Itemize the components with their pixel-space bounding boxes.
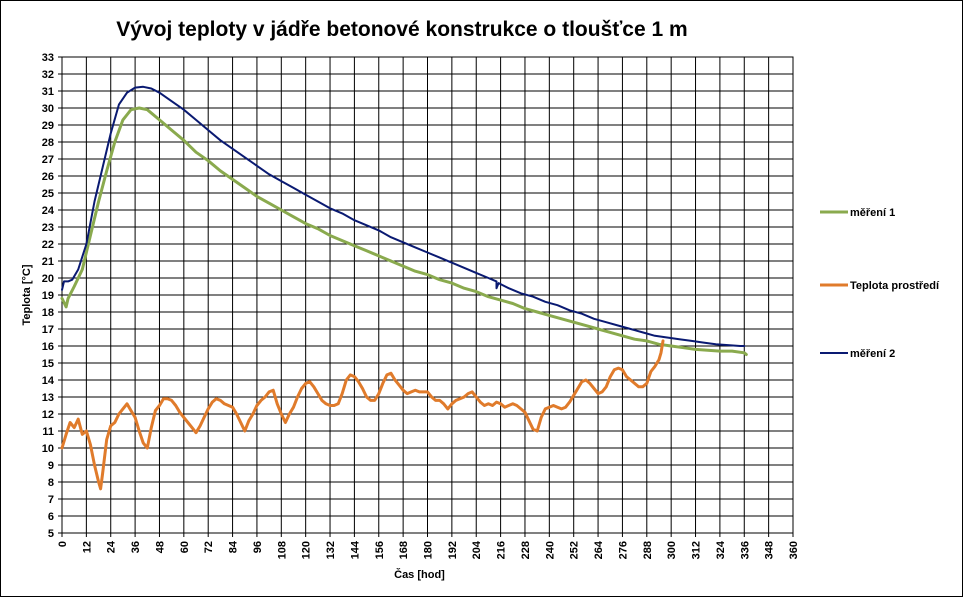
- x-axis-title: Čas [hod]: [394, 568, 445, 581]
- legend-label-3: měření 2: [850, 348, 895, 360]
- y-tick-label: 14: [42, 375, 55, 387]
- x-tick-label: 240: [544, 541, 556, 559]
- y-tick-label: 18: [42, 307, 54, 319]
- y-tick-label: 26: [42, 171, 54, 183]
- series-line-3: [61, 85, 746, 347]
- grid: [58, 56, 794, 537]
- x-tick-label: 84: [228, 540, 240, 553]
- x-tick-label: 252: [569, 541, 581, 559]
- x-tick-label: 348: [764, 541, 776, 559]
- x-tick-label: 168: [398, 541, 410, 559]
- y-tick-label: 28: [42, 137, 54, 149]
- y-tick-label: 23: [42, 222, 54, 234]
- x-tick-label: 264: [593, 540, 605, 559]
- x-tick-label: 216: [496, 541, 508, 559]
- x-tick-label: 312: [691, 541, 703, 559]
- x-tick-label: 360: [788, 541, 800, 559]
- x-tick-labels: 0 12 24 36 48 60 72 84 96 108 120 132 144 156 168 180 19…: [57, 540, 800, 559]
- y-tick-label: 24: [42, 205, 55, 217]
- x-tick-label: 24: [106, 540, 118, 553]
- legend: měření 1 Teplota prostředí měření 2: [820, 207, 940, 360]
- y-tick-label: 17: [42, 324, 54, 336]
- y-tick-label: 25: [42, 188, 54, 200]
- x-tick-label: 144: [349, 540, 361, 559]
- x-tick-label: 156: [374, 541, 386, 559]
- series-line-2: [60, 339, 665, 491]
- x-tick-label: 192: [447, 541, 459, 559]
- x-tick-label: 300: [666, 541, 678, 559]
- y-tick-label: 15: [42, 358, 54, 370]
- y-tick-label: 21: [42, 256, 54, 268]
- y-tick-label: 29: [42, 120, 54, 132]
- y-tick-label: 7: [48, 494, 54, 506]
- x-tick-label: 204: [471, 540, 483, 559]
- x-tick-label: 132: [325, 541, 337, 559]
- legend-label-1: měření 1: [850, 207, 895, 219]
- series-line-1: [60, 106, 748, 356]
- y-axis-title: Teplota [°C]: [21, 264, 33, 325]
- x-tick-label: 108: [276, 541, 288, 559]
- y-tick-label: 30: [42, 103, 54, 115]
- series-lines: [60, 85, 748, 491]
- x-tick-label: 96: [252, 541, 264, 553]
- x-tick-label: 60: [179, 541, 191, 553]
- chart-title: Vývoj teploty v jádře betonové konstrukc…: [116, 18, 688, 41]
- y-tick-label: 31: [42, 86, 54, 98]
- y-tick-label: 8: [48, 477, 54, 489]
- y-tick-label: 9: [48, 460, 54, 472]
- y-tick-label: 11: [42, 426, 54, 438]
- y-tick-label: 22: [42, 239, 54, 251]
- x-tick-label: 288: [642, 541, 654, 559]
- y-tick-label: 10: [42, 443, 54, 455]
- x-tick-label: 48: [154, 541, 166, 553]
- y-tick-label: 20: [42, 273, 54, 285]
- y-tick-label: 13: [42, 392, 54, 404]
- y-tick-label: 33: [42, 52, 54, 64]
- x-tick-label: 228: [520, 541, 532, 559]
- y-tick-label: 12: [42, 409, 54, 421]
- x-tick-label: 72: [203, 541, 215, 553]
- x-tick-label: 36: [130, 541, 142, 553]
- y-tick-label: 27: [42, 154, 54, 166]
- x-tick-label: 324: [715, 540, 727, 559]
- y-tick-labels: 5 6 7 8 9 10 11 12 13 14 15 16 17 18 19 20 21 22 23 24 25 26 2…: [42, 52, 55, 540]
- x-tick-label: 180: [423, 541, 435, 559]
- x-tick-label: 276: [617, 541, 629, 559]
- y-tick-label: 5: [48, 528, 54, 540]
- y-tick-label: 19: [42, 290, 54, 302]
- y-tick-label: 16: [42, 341, 54, 353]
- x-tick-label: 0: [57, 541, 69, 547]
- y-tick-label: 6: [48, 511, 54, 523]
- x-tick-label: 336: [739, 541, 751, 559]
- legend-label-2: Teplota prostředí: [850, 280, 940, 292]
- x-tick-label: 120: [301, 541, 313, 559]
- y-tick-label: 32: [42, 69, 54, 81]
- x-tick-label: 12: [81, 541, 93, 553]
